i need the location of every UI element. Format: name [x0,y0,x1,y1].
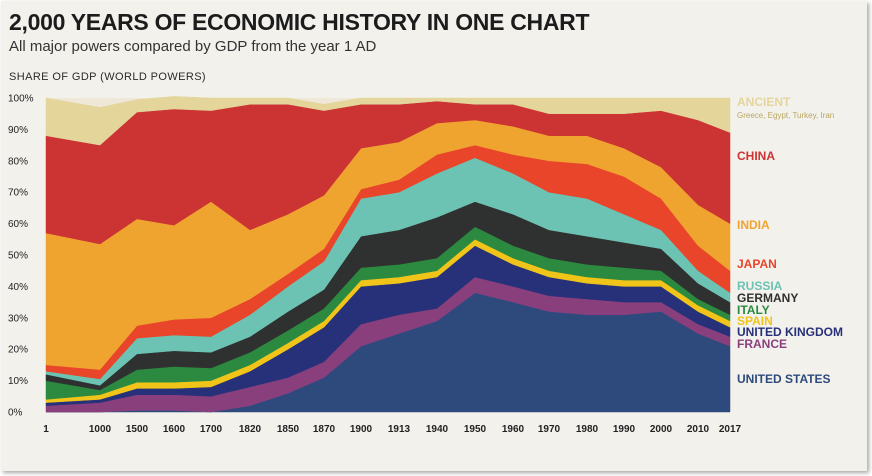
x-tick-label: 1940 [426,424,449,435]
legend-label-united-states: UNITED STATES [737,372,831,386]
x-tick-label: 1990 [613,424,636,435]
x-tick-label: 2017 [719,424,742,435]
y-tick-label: 80% [8,156,28,167]
x-tick-label: 1960 [502,424,525,435]
x-tick-label: 1500 [126,424,149,435]
x-tick-label: 1820 [239,424,262,435]
legend-label-india: INDIA [737,218,770,232]
x-tick-label: 1600 [163,424,186,435]
x-tick-label: 1700 [200,424,223,435]
chart-title: 2,000 YEARS OF ECONOMIC HISTORY IN ONE C… [9,9,590,35]
legend-note-ancient: Greece, Egypt, Turkey, Iran [737,111,834,120]
y-tick-label: 60% [8,219,28,230]
y-tick-label: 100% [8,94,34,105]
y-tick-label: 10% [8,376,28,387]
legend-label-spain: SPAIN [737,314,773,328]
y-tick-label: 50% [8,251,28,262]
y-tick-label: 20% [8,345,28,356]
legend-label-italy: ITALY [737,303,770,317]
y-tick-label: 30% [8,313,28,324]
x-tick-label: 1850 [277,424,300,435]
y-axis-label: SHARE OF GDP (WORLD POWERS) [9,71,206,83]
legend-label-france: FRANCE [737,337,787,351]
x-tick-label: 1950 [464,424,487,435]
legend-label-china: CHINA [737,149,775,163]
y-tick-label: 0% [8,408,23,419]
legend-label-russia: RUSSIA [737,279,783,293]
y-tick-label: 70% [8,188,28,199]
chart-subtitle: All major powers compared by GDP from th… [9,38,377,55]
legend-label-ancient: ANCIENT [737,95,791,109]
x-tick-label: 1980 [576,424,599,435]
x-tick-label: 2000 [650,424,673,435]
x-tick-label: 1970 [538,424,561,435]
legend-label-germany: GERMANY [737,291,798,305]
x-tick-label: 1913 [388,424,411,435]
y-tick-label: 40% [8,282,28,293]
x-tick-label: 2010 [687,424,710,435]
x-tick-label: 1 [43,424,49,435]
x-tick-label: 1870 [313,424,336,435]
legend-label-united-kingdom: UNITED KINGDOM [737,325,843,339]
y-tick-label: 90% [8,125,28,136]
x-tick-label: 1900 [350,424,373,435]
x-tick-label: 1000 [89,424,112,435]
area-ancient [45,96,731,146]
legend-label-japan: JAPAN [737,257,777,271]
